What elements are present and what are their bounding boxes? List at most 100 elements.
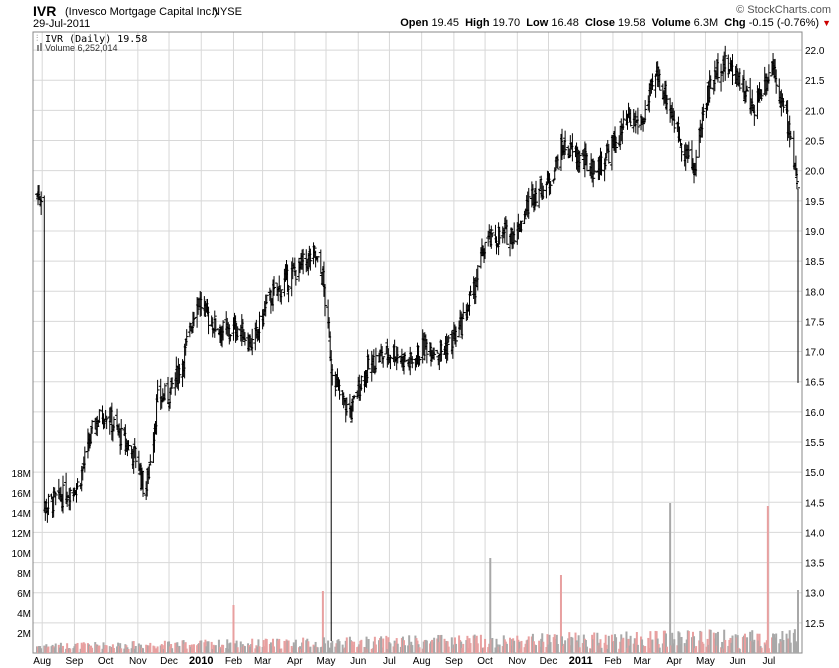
volume-bar [680, 636, 683, 653]
volume-bar [124, 644, 127, 653]
volume-bar [181, 640, 184, 653]
volume-bar [600, 647, 603, 653]
volume-bar [235, 640, 238, 653]
volume-bar [716, 631, 719, 653]
volume-tick-label: 4M [17, 609, 31, 620]
volume-bar [257, 639, 260, 653]
low-value: 16.48 [551, 17, 579, 29]
volume-bar [360, 639, 363, 653]
price-tick-label: 13.0 [805, 589, 825, 600]
volume-bar [738, 648, 741, 653]
volume-bar [351, 641, 354, 653]
volume-tick-label: 16M [12, 489, 31, 500]
low-label: Low [526, 17, 549, 29]
volume-bar [134, 646, 137, 653]
volume-bar [86, 643, 89, 653]
volume-bar [90, 645, 93, 653]
volume-bar [145, 644, 148, 653]
volume-bar [656, 638, 659, 653]
price-tick-label: 18.0 [805, 287, 825, 298]
volume-bar [80, 642, 83, 653]
volume-bar [293, 644, 296, 653]
plot-frame [32, 31, 803, 654]
volume-bar [214, 645, 217, 653]
volume-bar [699, 630, 702, 653]
volume-bar [523, 647, 526, 653]
volume-bar [380, 636, 383, 653]
volume-bar [204, 639, 207, 653]
volume-bar [599, 639, 602, 653]
volume-bar [468, 638, 471, 653]
volume-bar [74, 643, 77, 653]
volume-bar [690, 637, 693, 653]
volume-bar [606, 648, 609, 653]
volume-bar [736, 635, 739, 653]
volume-bar [469, 643, 472, 653]
volume-bar [188, 644, 191, 653]
volume-bar [278, 638, 281, 653]
volume-bar [751, 630, 754, 653]
volume-bar [444, 643, 447, 653]
volume-bar [458, 635, 461, 653]
close-value: 19.58 [618, 17, 646, 29]
volume-bar [673, 639, 676, 653]
exchange-name: NYSE [212, 6, 242, 18]
volume-bar [273, 646, 276, 653]
volume-bar [404, 645, 407, 653]
volume-bar [264, 638, 267, 653]
volume-bar [166, 641, 169, 653]
volume-bar [109, 647, 112, 653]
volume-bar [618, 648, 621, 653]
open-label: Open [400, 17, 429, 29]
volume-tick-label: 8M [17, 569, 31, 580]
quote-summary: Open 19.45 High 19.70 Low 16.48 Close 19… [400, 17, 831, 29]
volume-bar [225, 648, 228, 653]
volume-bar [160, 644, 163, 653]
volume-bar [545, 647, 548, 653]
volume-bar [341, 644, 344, 653]
volume-bar [516, 635, 519, 653]
volume-bar [338, 641, 341, 653]
volume-bar [222, 644, 225, 653]
volume-bar [730, 642, 733, 653]
volume-bar [83, 643, 86, 653]
volume-bar [752, 641, 755, 653]
volume-bar [552, 637, 555, 653]
volume-bar [563, 643, 566, 653]
volume-bar [331, 640, 334, 653]
volume-bar [649, 631, 652, 653]
volume-bar [108, 646, 111, 653]
volume-bar [428, 643, 431, 653]
volume-bar [642, 645, 645, 653]
volume-bar [97, 645, 100, 653]
volume-bar [271, 638, 274, 653]
brand-watermark[interactable]: © StockCharts.com [736, 4, 831, 16]
volume-bar [277, 640, 280, 653]
volume-bar [276, 638, 279, 653]
volume-bar [51, 644, 54, 653]
volume-bar [530, 636, 533, 653]
volume-bar [79, 648, 82, 653]
volume-bar [780, 641, 783, 653]
volume-bar [503, 639, 506, 653]
volume-bar [415, 638, 418, 653]
volume-bar [491, 638, 494, 653]
volume-bar [322, 637, 325, 653]
volume-bar [392, 646, 395, 653]
volume-bar [308, 647, 311, 653]
volume-bar [414, 635, 417, 653]
volume-bar [213, 645, 216, 653]
volume-bar [729, 637, 732, 653]
volume-bar [385, 635, 388, 653]
volume-bar [174, 642, 177, 653]
volume-bar [61, 645, 64, 653]
date-tick-label: Oct [477, 656, 493, 667]
volume-bar [632, 643, 635, 653]
volume-bar [628, 645, 631, 653]
volume-bar [170, 644, 173, 653]
volume-bar [526, 639, 529, 653]
volume-bar [662, 630, 665, 653]
volume-bar [159, 645, 162, 653]
date-tick-label: Nov [508, 656, 526, 667]
